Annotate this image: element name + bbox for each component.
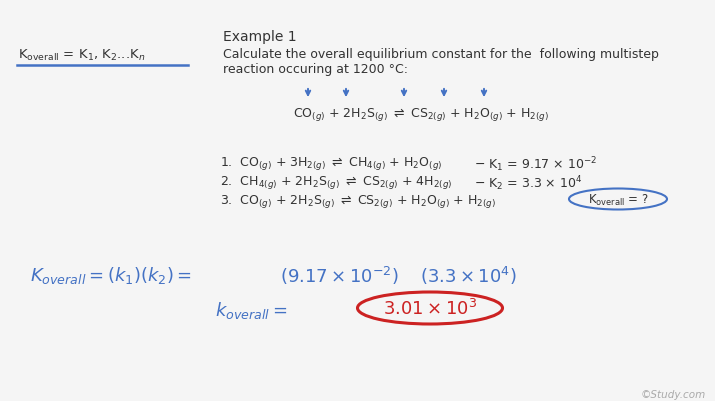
Text: $\it{K}_{overall}$$= (k_1)(k_2) = $: $\it{K}_{overall}$$= (k_1)(k_2) = $ [30, 264, 192, 285]
Text: ©Study.com: ©Study.com [641, 389, 706, 399]
Text: K$_{\mathregular{overall}}$ = ?: K$_{\mathregular{overall}}$ = ? [588, 192, 649, 207]
Text: Calculate the overall equilibrium constant for the  following multistep: Calculate the overall equilibrium consta… [223, 48, 659, 61]
Text: $-$ K$_1$ = 9.17 $\times$ 10$^{-2}$: $-$ K$_1$ = 9.17 $\times$ 10$^{-2}$ [474, 155, 597, 173]
Text: $-$ K$_2$ = 3.3 $\times$ 10$^4$: $-$ K$_2$ = 3.3 $\times$ 10$^4$ [474, 174, 583, 192]
Text: K$_{\mathregular{overall}}$ = K$_1$, K$_2$...K$_n$: K$_{\mathregular{overall}}$ = K$_1$, K$_… [18, 48, 145, 63]
Text: $\it{k}_{overall}$$ = $: $\it{k}_{overall}$$ = $ [215, 299, 287, 320]
Text: 1.  CO$_{(g)}$ + 3H$_{2(g)}$ $\rightleftharpoons$ CH$_{4(g)}$ + H$_2$O$_{(g)}$: 1. CO$_{(g)}$ + 3H$_{2(g)}$ $\rightlefth… [220, 155, 443, 172]
Text: 2.  CH$_{4(g)}$ + 2H$_2$S$_{(g)}$ $\rightleftharpoons$ CS$_{2(g)}$ + 4H$_{2(g)}$: 2. CH$_{4(g)}$ + 2H$_2$S$_{(g)}$ $\right… [220, 174, 453, 190]
Text: $(3.3\times10^4)$: $(3.3\times10^4)$ [420, 264, 517, 286]
Text: 3.  CO$_{(g)}$ + 2H$_2$S$_{(g)}$ $\rightleftharpoons$ CS$_{2(g)}$ + H$_2$O$_{(g): 3. CO$_{(g)}$ + 2H$_2$S$_{(g)}$ $\rightl… [220, 192, 496, 209]
Text: Example 1: Example 1 [223, 30, 297, 44]
Text: $3.01\times10^3$: $3.01\times10^3$ [383, 298, 477, 318]
Text: CO$_{(g)}$ + 2H$_2$S$_{(g)}$ $\rightleftharpoons$ CS$_{2(g)}$ + H$_2$O$_{(g)}$ +: CO$_{(g)}$ + 2H$_2$S$_{(g)}$ $\rightleft… [293, 106, 549, 123]
Text: reaction occuring at 1200 °C:: reaction occuring at 1200 °C: [223, 63, 408, 76]
Text: $(9.17\times10^{-2})$: $(9.17\times10^{-2})$ [280, 264, 399, 286]
